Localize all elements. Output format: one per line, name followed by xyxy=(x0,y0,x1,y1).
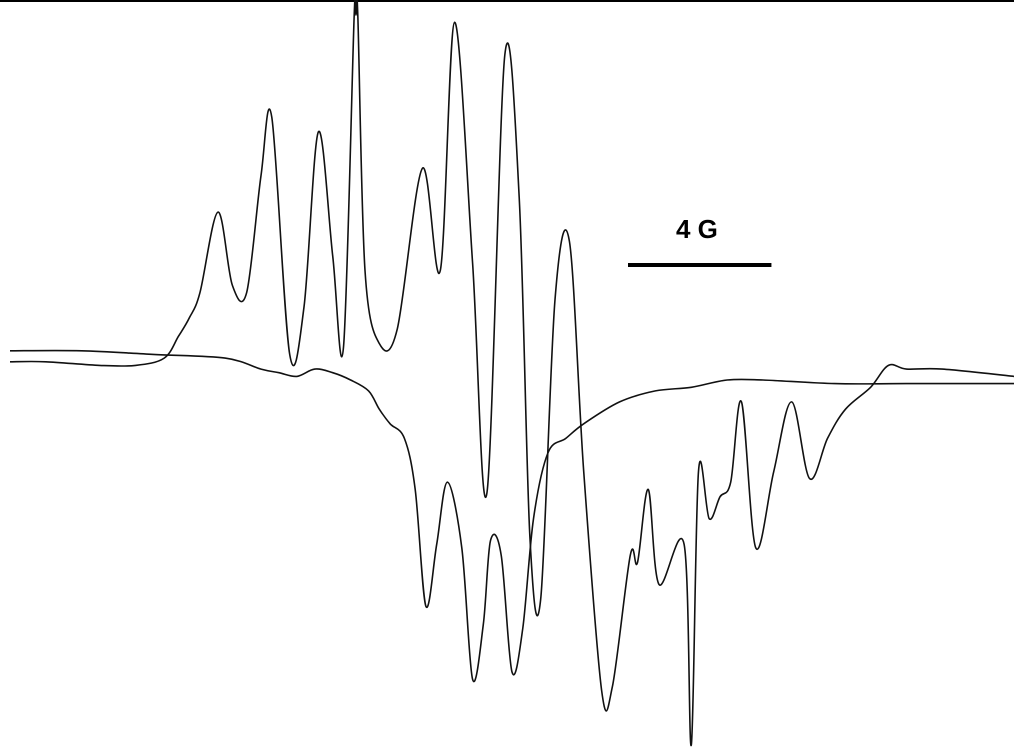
series-layer xyxy=(9,0,1014,746)
top-border-line xyxy=(0,0,1014,2)
spectrum-trace-2 xyxy=(9,0,1014,746)
spectrum-trace-1 xyxy=(9,349,1014,683)
scale-bar-label: 4 G xyxy=(676,214,718,244)
